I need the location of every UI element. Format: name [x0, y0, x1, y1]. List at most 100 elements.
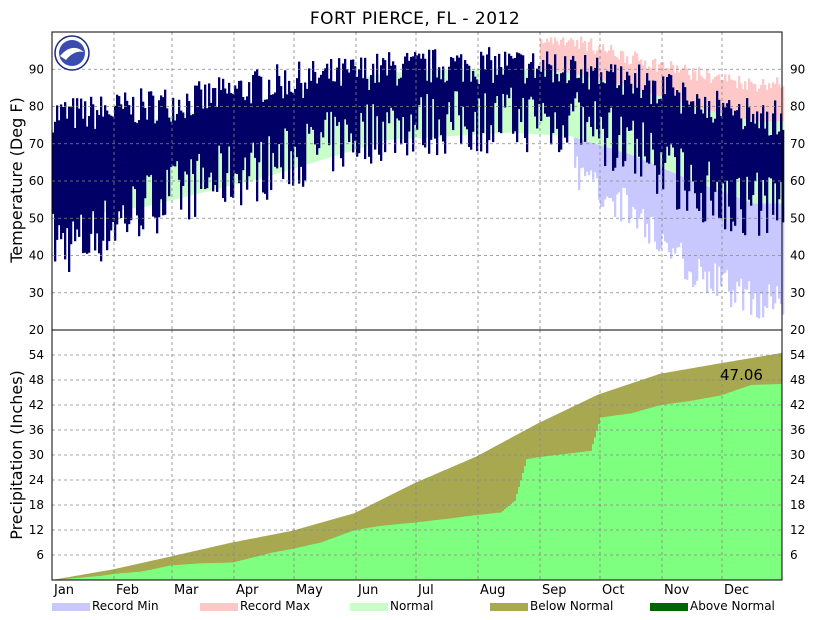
- observed-day: [612, 72, 615, 171]
- observed-day: [104, 105, 107, 201]
- observed-day: [344, 58, 347, 120]
- observed-day: [260, 76, 263, 142]
- precip-ytick-label: 18: [790, 498, 805, 512]
- record-max-day: [780, 88, 783, 122]
- observed-day: [626, 71, 629, 128]
- record-max-day: [760, 84, 763, 122]
- observed-day: [460, 54, 463, 145]
- record-min-day: [656, 165, 659, 250]
- observed-day: [488, 47, 491, 141]
- precip-ytick-label: 42: [790, 398, 805, 412]
- record-min-day: [684, 177, 687, 280]
- observed-day: [394, 65, 397, 153]
- record-max-day: [592, 50, 595, 79]
- record-max-day: [768, 83, 771, 122]
- observed-day: [590, 66, 593, 127]
- observed-day: [412, 56, 415, 152]
- record-min-day: [720, 191, 723, 287]
- record-min-day: [612, 149, 615, 202]
- observed-day: [432, 50, 435, 100]
- normal-day: [582, 75, 585, 140]
- observed-day: [414, 51, 417, 125]
- observed-day: [704, 96, 707, 222]
- record-min-day: [728, 194, 731, 292]
- record-min-day: [606, 147, 609, 197]
- observed-day: [116, 94, 119, 225]
- observed-day: [616, 88, 619, 158]
- observed-day: [542, 59, 545, 103]
- observed-day: [82, 118, 85, 254]
- precipitation-axis-title: Precipitation (Inches): [7, 370, 26, 540]
- temp-ytick-label: 50: [790, 211, 805, 225]
- observed-day: [78, 108, 81, 237]
- observed-day: [480, 51, 483, 152]
- observed-day: [654, 80, 657, 166]
- record-max-day: [610, 45, 613, 83]
- normal-day: [218, 107, 221, 189]
- observed-day: [84, 101, 87, 253]
- record-min-day: [692, 181, 695, 288]
- observed-day: [240, 80, 243, 206]
- legend-item: Record Min: [52, 599, 159, 613]
- observed-day: [164, 89, 167, 215]
- record-max-day: [622, 51, 625, 86]
- observed-day: [254, 71, 257, 158]
- observed-day: [276, 64, 279, 169]
- observed-day: [132, 96, 135, 187]
- record-min-day: [758, 203, 761, 319]
- observed-day: [436, 77, 439, 156]
- observed-day: [746, 98, 749, 177]
- observed-day: [92, 104, 95, 212]
- observed-day: [552, 82, 555, 133]
- observed-day: [640, 97, 643, 177]
- observed-day: [684, 87, 687, 191]
- observed-day: [206, 108, 209, 189]
- record-min-day: [642, 159, 645, 209]
- record-max-day: [574, 46, 577, 74]
- observed-day: [408, 60, 411, 132]
- observed-day: [524, 83, 527, 139]
- observed-day: [592, 70, 595, 137]
- observed-day: [716, 90, 719, 182]
- observed-day: [258, 75, 261, 163]
- observed-day: [624, 80, 627, 161]
- observed-day: [420, 58, 423, 98]
- observed-day: [76, 98, 79, 230]
- observed-day: [738, 104, 741, 178]
- record-min-day: [730, 194, 733, 308]
- record-max-day: [664, 69, 667, 98]
- record-max-day: [642, 65, 645, 92]
- observed-day: [52, 132, 55, 214]
- record-max-day: [568, 40, 571, 73]
- observed-day: [250, 103, 253, 153]
- observed-day: [398, 78, 401, 121]
- observed-day: [536, 68, 539, 129]
- record-min-day: [626, 153, 629, 195]
- precipitation-yticks-left: 6 12 18 24 30 36 42 48 54: [29, 348, 44, 562]
- observed-day: [334, 81, 337, 117]
- observed-day: [478, 84, 481, 99]
- observed-day: [680, 113, 683, 149]
- observed-day: [226, 93, 229, 174]
- month-label: Jan: [53, 583, 74, 598]
- observed-day: [158, 100, 161, 218]
- record-max-day: [626, 56, 629, 87]
- temp-ytick-label: 70: [29, 137, 44, 151]
- record-min-day: [744, 200, 747, 290]
- observed-day: [232, 93, 235, 198]
- month-label: Aug: [480, 583, 505, 598]
- observed-day: [244, 100, 247, 158]
- record-min-day: [644, 160, 647, 238]
- observed-day: [756, 111, 759, 173]
- noaa-logo-bird: [60, 47, 84, 60]
- normal-day: [366, 76, 369, 147]
- observed-day: [242, 97, 245, 171]
- observed-day: [570, 59, 573, 104]
- record-max-day: [732, 80, 735, 117]
- observed-day: [70, 107, 73, 245]
- record-max-day: [734, 80, 737, 117]
- observed-day: [776, 134, 779, 221]
- month-label: May: [296, 583, 323, 598]
- normal-day: [522, 70, 525, 134]
- normal-day: [528, 70, 531, 134]
